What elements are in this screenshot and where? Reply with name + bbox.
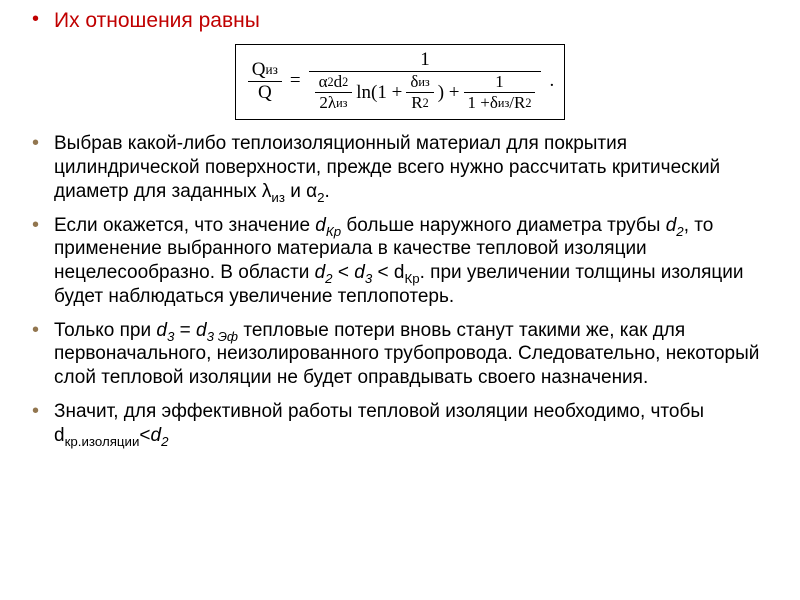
text-run: и <box>285 181 306 202</box>
text-run: d <box>666 215 677 236</box>
ln-inner-fraction: δиз R2 <box>406 72 433 113</box>
formula-right-fraction: 1 α2d2 2λиз ln(1 + <box>309 49 542 113</box>
text-run: d <box>156 320 167 341</box>
one-b: 1 <box>491 72 508 92</box>
text-run: < d <box>372 262 404 283</box>
den-term-a: α2d2 2λиз <box>315 72 353 113</box>
equals-sign: = <box>290 70 301 92</box>
text-run: α <box>306 181 317 202</box>
slide: Их отношения равны Qиз Q = 1 α2d2 <box>0 0 800 600</box>
text-run: d <box>196 320 207 341</box>
text-run: λ <box>262 181 272 202</box>
two: 2 <box>319 93 328 113</box>
body-bullet-2: Если окажется, что значение dКр больше н… <box>28 214 772 309</box>
title-bullet: Их отношения равны <box>28 8 772 34</box>
lambda: λ <box>328 93 336 113</box>
text-run: d <box>151 425 162 446</box>
ln-close: ) + <box>438 82 460 104</box>
text-run: < <box>333 262 355 283</box>
text-run: Только при <box>54 320 156 341</box>
ln-open: ln(1 + <box>356 82 402 104</box>
subscript-text: кр.изоляции <box>65 433 140 448</box>
body-bullet-3: Только при d3 = d3 Эф тепловые потери вн… <box>28 319 772 390</box>
right-numerator: 1 <box>416 49 434 71</box>
subscript-text: Кр <box>404 271 419 286</box>
text-run: . <box>325 181 330 202</box>
body-bullet-list: Выбрав какой-либо теплоизоляционный мате… <box>28 132 772 447</box>
text-run: = <box>174 320 196 341</box>
text-run: < <box>139 425 150 446</box>
d-a: d <box>334 72 343 92</box>
delta2: δ <box>490 93 498 113</box>
subscript-text: 3 Эф <box>207 328 238 343</box>
subscript-text: из <box>271 190 285 205</box>
title-text: Их отношения равны <box>54 9 260 32</box>
delta1: δ <box>410 72 418 92</box>
subscript-text: Кр <box>326 223 341 238</box>
formula-left-fraction: Qиз Q <box>248 59 282 104</box>
formula-period: . <box>549 70 554 92</box>
body-bullet-1: Выбрав какой-либо теплоизоляционный мате… <box>28 132 772 203</box>
q-iz: Q <box>252 59 266 81</box>
subscript-text: 2 <box>161 433 168 448</box>
alpha: α <box>319 72 328 92</box>
text-run: больше наружного диаметра трубы <box>341 215 666 236</box>
bullet-list: Их отношения равны <box>28 8 772 34</box>
formula-box: Qиз Q = 1 α2d2 2λиз <box>235 44 565 120</box>
q-den: Q <box>254 82 276 104</box>
one-plus: 1 + <box>468 93 490 113</box>
right-denominator: α2d2 2λиз ln(1 + δиз <box>309 72 542 113</box>
text-run: Выбрав какой-либо теплоизоляционный мате… <box>54 133 720 202</box>
subscript-text: 2 <box>325 271 332 286</box>
subscript-text: 2 <box>317 190 324 205</box>
r1: R <box>411 93 422 113</box>
body-bullet-4: Значит, для эффективной работы тепловой … <box>28 400 772 448</box>
den-term-b: 1 1 + δиз / R2 <box>464 72 536 113</box>
r2: R <box>514 93 525 113</box>
text-run: Если окажется, что значение <box>54 215 315 236</box>
subscript-text: 2 <box>676 223 683 238</box>
text-run: d <box>315 215 326 236</box>
formula-container: Qиз Q = 1 α2d2 2λиз <box>28 44 772 120</box>
text-run: d <box>354 262 365 283</box>
text-run: d <box>315 262 326 283</box>
